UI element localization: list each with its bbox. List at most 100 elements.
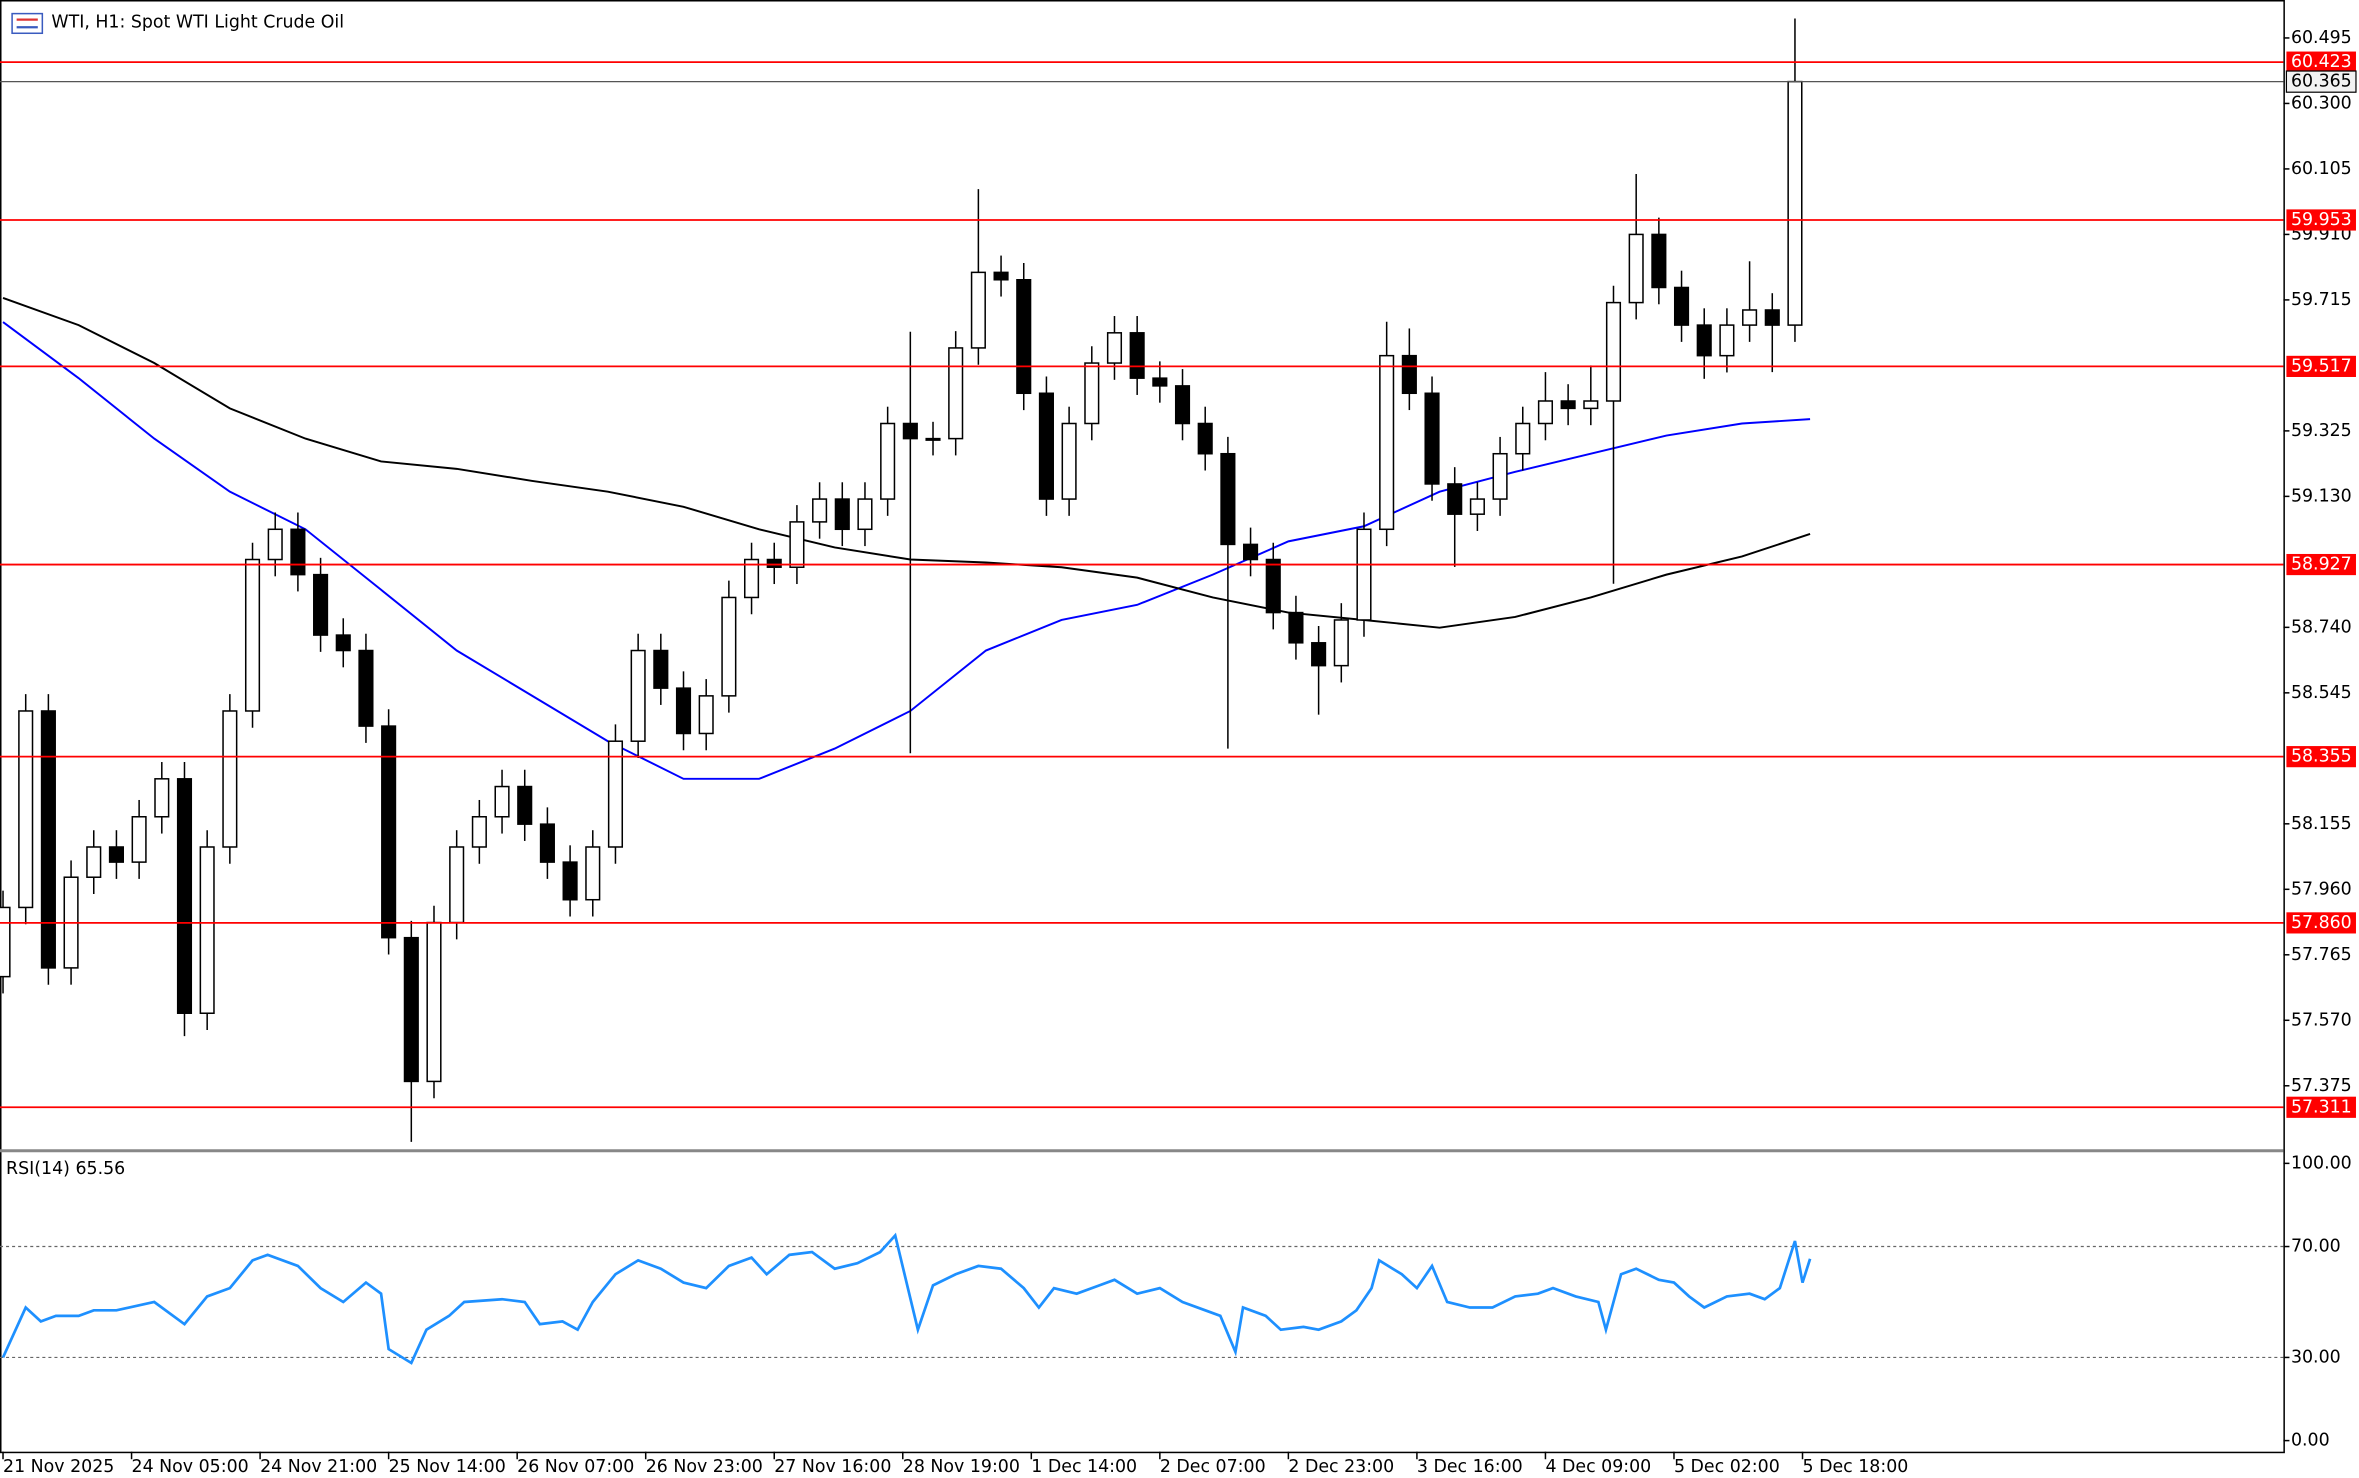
y-tick-label: 60.495 bbox=[2291, 28, 2352, 48]
last-price-label: 60.365 bbox=[2291, 72, 2352, 92]
candle-body bbox=[1106, 332, 1123, 364]
candle-body bbox=[1605, 301, 1622, 402]
candle-body bbox=[1311, 642, 1327, 667]
candle-body bbox=[313, 573, 329, 636]
x-tick-label: 24 Nov 21:00 bbox=[260, 1457, 377, 1477]
candle-body bbox=[925, 437, 941, 441]
candle-body bbox=[834, 498, 850, 531]
candle-body bbox=[902, 422, 918, 440]
candle-body bbox=[426, 921, 442, 1083]
level-label-box bbox=[2286, 553, 2356, 576]
candle-body bbox=[1379, 354, 1395, 531]
candle-body bbox=[290, 528, 306, 576]
candle-body bbox=[335, 634, 351, 652]
candle-body bbox=[1447, 483, 1463, 515]
candle-body bbox=[86, 846, 102, 878]
candle-body bbox=[1016, 279, 1032, 395]
candle-body bbox=[1787, 80, 1803, 326]
candle-body bbox=[449, 846, 465, 924]
x-tick-label: 2 Dec 23:00 bbox=[1288, 1457, 1394, 1477]
candle-body bbox=[539, 823, 555, 863]
candle-body bbox=[993, 271, 1009, 281]
candle-body bbox=[199, 846, 215, 1014]
candle-body bbox=[1742, 309, 1758, 326]
candle-body bbox=[358, 649, 374, 727]
x-tick-label: 5 Dec 18:00 bbox=[1803, 1457, 1909, 1477]
candle-body bbox=[1696, 324, 1712, 357]
candle-body bbox=[1560, 400, 1576, 410]
level-label-box bbox=[2286, 912, 2356, 934]
candle-body bbox=[1401, 354, 1417, 395]
level-label-box bbox=[2286, 746, 2356, 768]
candle-body bbox=[948, 347, 964, 440]
level-label: 57.311 bbox=[2291, 1097, 2352, 1117]
candle-body bbox=[1288, 611, 1304, 644]
candle-body bbox=[40, 710, 56, 969]
y-tick-label: 58.155 bbox=[2291, 814, 2352, 834]
candle-body bbox=[766, 558, 782, 568]
y-tick-label: 57.375 bbox=[2291, 1076, 2352, 1096]
level-label-box bbox=[2286, 209, 2356, 231]
candle-body bbox=[585, 846, 601, 901]
candle-body bbox=[698, 695, 714, 735]
candle-body bbox=[471, 816, 487, 848]
x-tick-label: 26 Nov 23:00 bbox=[646, 1457, 763, 1477]
y-tick-label: 59.325 bbox=[2291, 421, 2352, 441]
candle-body bbox=[653, 649, 669, 689]
candle-body bbox=[1174, 385, 1191, 425]
candle-body bbox=[108, 846, 124, 863]
candle-body bbox=[1764, 309, 1780, 326]
candle-body bbox=[1492, 452, 1508, 500]
candle-body bbox=[267, 528, 283, 561]
candle-body bbox=[1651, 233, 1667, 289]
rsi-label: RSI(14) 65.56 bbox=[6, 1159, 125, 1179]
level-label: 59.953 bbox=[2291, 210, 2352, 230]
y-tick-label: 57.765 bbox=[2291, 945, 2352, 965]
candle-body bbox=[743, 558, 760, 599]
rsi-tick-label: 100.00 bbox=[2291, 1153, 2352, 1173]
candle-body bbox=[970, 271, 986, 349]
candle-body bbox=[403, 936, 419, 1083]
plot-frame bbox=[0, 0, 2285, 1454]
y-tick-label: 59.130 bbox=[2291, 486, 2352, 506]
x-tick-label: 3 Dec 16:00 bbox=[1417, 1457, 1523, 1477]
candle-body bbox=[630, 649, 646, 742]
candle-body bbox=[1265, 558, 1281, 614]
candle-body bbox=[176, 778, 193, 1014]
x-tick-label: 21 Nov 2025 bbox=[3, 1457, 114, 1477]
x-tick-label: 4 Dec 09:00 bbox=[1545, 1457, 1651, 1477]
candle-body bbox=[562, 861, 578, 901]
x-tick-label: 2 Dec 07:00 bbox=[1160, 1457, 1266, 1477]
candle-body bbox=[1197, 422, 1213, 455]
rsi-line bbox=[1, 1232, 1812, 1365]
y-tick-label: 58.545 bbox=[2291, 683, 2352, 703]
candle-body bbox=[721, 596, 737, 697]
y-tick-label: 58.740 bbox=[2291, 617, 2352, 637]
last-price-box bbox=[2285, 70, 2357, 93]
candle-body bbox=[1333, 619, 1349, 667]
level-label-box bbox=[2286, 51, 2356, 73]
candle-body bbox=[1061, 422, 1077, 500]
x-tick-label: 27 Nov 16:00 bbox=[774, 1457, 891, 1477]
candle-body bbox=[1469, 498, 1485, 515]
candle-body bbox=[789, 521, 805, 568]
candle-body bbox=[154, 778, 170, 818]
x-tick-label: 24 Nov 05:00 bbox=[132, 1457, 249, 1477]
candle-body bbox=[1220, 452, 1236, 546]
x-tick-label: 26 Nov 07:00 bbox=[517, 1457, 634, 1477]
x-tick-label: 5 Dec 02:00 bbox=[1674, 1457, 1780, 1477]
candle-body bbox=[517, 785, 533, 825]
candle-body bbox=[1719, 324, 1735, 357]
rsi-tick-label: 0.00 bbox=[2291, 1431, 2330, 1451]
candle-body bbox=[1038, 392, 1054, 500]
candle-body bbox=[0, 906, 11, 978]
candle-body bbox=[1356, 528, 1372, 621]
candle-body bbox=[222, 710, 238, 848]
candle-body bbox=[1537, 400, 1554, 425]
x-tick-label: 25 Nov 14:00 bbox=[389, 1457, 506, 1477]
candle-body bbox=[675, 687, 692, 735]
rsi-tick-label: 30.00 bbox=[2291, 1347, 2341, 1367]
candle-body bbox=[880, 422, 896, 500]
